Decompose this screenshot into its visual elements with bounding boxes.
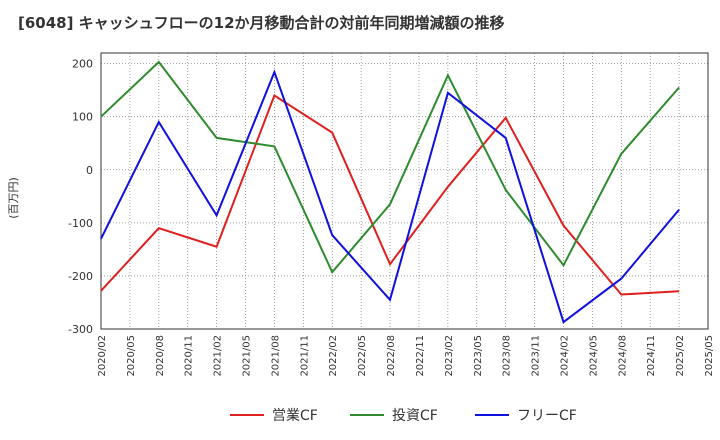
x-tick-label: 2024/02 [559,335,570,377]
x-tick-label: 2024/08 [617,335,628,377]
x-tick-label: 2020/11 [184,335,195,377]
x-tick-label: 2021/11 [299,335,310,377]
x-tick-label: 2023/11 [531,335,542,377]
x-tick-label: 2024/05 [588,335,599,377]
x-tick-label: 2020/02 [97,335,108,377]
x-tick-label: 2025/02 [675,335,686,377]
y-tick-label: 0 [86,164,93,177]
x-tick-label: 2023/05 [473,335,484,377]
legend-label: 投資CF [392,408,438,424]
x-tick-label: 2025/05 [704,335,715,377]
x-tick-label: 2020/05 [126,335,137,377]
series-line-フリーCF [100,69,680,324]
x-tick-label: 2023/08 [502,335,513,377]
y-tick-label: -100 [68,217,93,230]
series-line-営業CF [100,93,680,296]
x-tick-label: 2021/02 [213,335,224,377]
x-tick-label: 2024/11 [646,335,657,377]
x-tick-label: 2021/05 [242,335,253,377]
x-tick-label: 2022/05 [357,335,368,377]
grid-layer [100,53,709,330]
x-tick-label: 2022/08 [386,335,397,377]
y-tick-label: -300 [68,323,93,336]
legend-label: 営業CF [272,408,318,424]
plot-frame [100,52,709,330]
y-tick-label: 100 [72,111,93,124]
y-tick-label: -200 [68,270,93,283]
x-tick-label: 2020/08 [155,335,166,377]
chart-title: [6048] キャッシュフローの12か月移動合計の対前年同期増減額の推移 [18,14,505,32]
x-tick-layer: 2020/02 2020/05 2020/08 2020/11 2021/02 2021/… [97,335,715,377]
series-layer [100,60,680,324]
series-line-投資CF [100,60,680,275]
x-tick-label: 2023/02 [444,335,455,377]
legend-label: フリーCF [517,408,577,424]
x-tick-label: 2022/11 [415,335,426,377]
x-tick-label: 2022/02 [328,335,339,377]
y-axis-label: (百万円) [7,177,20,219]
y-tick-layer: 200 100 0 -100 -200 -300 [68,58,93,336]
x-tick-label: 2021/08 [270,335,281,377]
legend: 営業CF 投資CF フリーCF [230,408,577,424]
y-tick-label: 200 [72,58,93,71]
